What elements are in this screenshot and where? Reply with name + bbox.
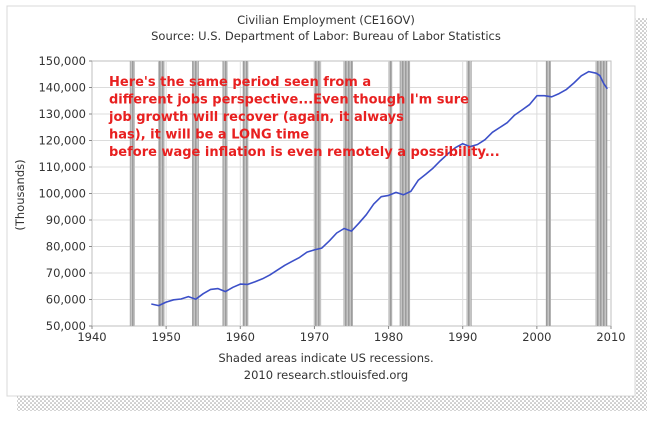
recession-band: [388, 61, 393, 326]
x-tick-label: 1980: [374, 330, 403, 344]
axis-layer: 50,000 60,000 70,000 80,000 90,000 100,000 110…: [38, 54, 625, 344]
y-tick-label: 80,000: [46, 240, 86, 254]
annotation-line: different jobs perspective...Even though…: [109, 93, 469, 108]
recession-band: [157, 61, 165, 326]
recession-band: [545, 61, 551, 326]
series-layer: [151, 70, 608, 307]
recession-band: [192, 61, 199, 326]
x-tick-label: 1970: [300, 330, 329, 344]
y-tick-label: 140,000: [38, 81, 86, 95]
annotation-line: job growth will recover (again, it alway…: [108, 110, 404, 125]
recession-band: [343, 61, 353, 326]
y-tick-label: 120,000: [38, 134, 86, 148]
x-tick-label: 1950: [152, 330, 181, 344]
chart-title: Civilian Employment (CE16OV): [237, 13, 415, 27]
footer-recession-note: Shaded areas indicate US recessions.: [218, 351, 433, 365]
recession-band: [466, 61, 472, 326]
y-tick-label: 110,000: [38, 160, 86, 174]
recession-band: [129, 61, 136, 326]
y-tick-label: 70,000: [46, 266, 86, 280]
employment-series-line: [151, 70, 608, 307]
recession-band: [242, 61, 249, 326]
annotation-text: Here's the same period seen from a differ…: [108, 75, 500, 160]
y-tick-label: 150,000: [38, 54, 86, 68]
annotation-line: has), it will be a LONG time: [109, 128, 309, 143]
y-tick-label: 50,000: [46, 319, 86, 333]
x-tick-label: 1960: [226, 330, 255, 344]
recession-band: [222, 61, 228, 326]
footer-source: 2010 research.stlouisfed.org: [244, 368, 408, 382]
annotation-line: before wage inflation is even remotely a…: [109, 145, 500, 160]
y-tick-label: 90,000: [46, 213, 86, 227]
chart-subtitle: Source: U.S. Department of Labor: Bureau…: [151, 29, 501, 43]
recession-band: [313, 61, 322, 326]
recession-band: [595, 61, 608, 326]
y-tick-label: 60,000: [46, 293, 86, 307]
y-tick-label: 100,000: [38, 187, 86, 201]
x-tick-label: 2000: [522, 330, 551, 344]
y-axis-label: (Thousands): [13, 159, 27, 230]
y-tick-label: 130,000: [38, 107, 86, 121]
x-tick-label: 2010: [596, 330, 625, 344]
annotation-line: Here's the same period seen from a: [109, 75, 371, 90]
x-tick-label: 1990: [448, 330, 477, 344]
x-tick-label: 1940: [77, 330, 106, 344]
